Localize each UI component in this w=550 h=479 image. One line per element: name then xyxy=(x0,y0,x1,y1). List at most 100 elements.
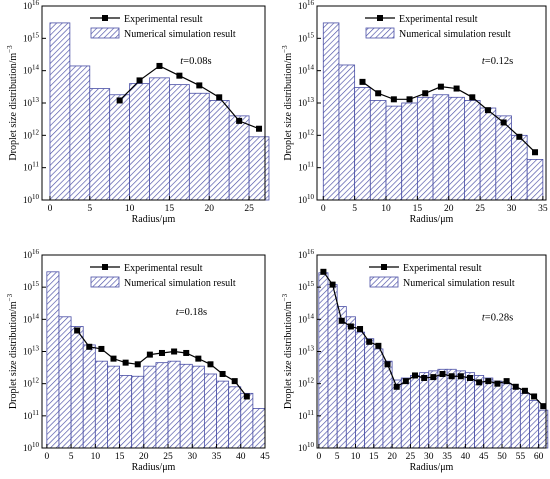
x-axis-label: Radius/μm xyxy=(132,462,176,473)
x-tick-label: 60 xyxy=(534,452,544,462)
bar xyxy=(492,380,503,449)
exponent: 11 xyxy=(307,409,314,417)
data-point xyxy=(183,349,190,356)
legend-label-simulation: Numerical simulation result xyxy=(124,29,236,40)
legend: Experimental result Numerical simulation … xyxy=(90,14,236,40)
data-point xyxy=(476,379,483,386)
y-tick-label: 1013 xyxy=(298,345,315,357)
legend-label-experimental: Experimental result xyxy=(124,14,203,25)
data-point xyxy=(216,94,223,101)
data-point xyxy=(457,373,464,380)
x-tick-label: 50 xyxy=(497,452,507,462)
y-tick-label: 1012 xyxy=(298,128,315,140)
data-point xyxy=(74,327,81,334)
exponent: 10 xyxy=(307,441,315,449)
data-point xyxy=(466,375,473,382)
bar xyxy=(129,83,150,201)
x-axis-label: Radius/μm xyxy=(132,214,176,225)
exponent: 14 xyxy=(307,64,315,72)
exponent: 13 xyxy=(307,96,315,104)
x-tick-label: 45 xyxy=(260,452,270,462)
bar xyxy=(432,94,450,201)
bar xyxy=(119,375,133,449)
y-tick-label: 1012 xyxy=(23,377,40,389)
data-point xyxy=(176,72,183,79)
x-tick-label: 30 xyxy=(188,452,198,462)
exponent: 12 xyxy=(307,128,315,136)
exponent: 10 xyxy=(32,441,40,449)
time-symbol: t xyxy=(482,313,486,324)
x-tick-label: 20 xyxy=(444,204,454,214)
data-point xyxy=(219,370,226,377)
bar xyxy=(252,408,266,449)
data-point xyxy=(516,133,523,140)
bar xyxy=(382,360,393,449)
x-tick-label: 0 xyxy=(44,452,49,462)
x-tick-label: 25 xyxy=(406,452,416,462)
x-tick-label: 15 xyxy=(165,204,175,214)
bar xyxy=(208,100,230,201)
exponent: 11 xyxy=(32,161,39,169)
exponent: 13 xyxy=(32,345,40,353)
bar xyxy=(464,372,475,449)
data-point xyxy=(86,343,93,350)
x-tick-label: 35 xyxy=(212,452,222,462)
bar xyxy=(401,102,418,201)
bar xyxy=(131,375,145,449)
data-point xyxy=(359,78,366,85)
bar xyxy=(46,271,60,449)
data-point xyxy=(171,348,178,355)
bar xyxy=(228,115,250,201)
bar xyxy=(155,362,169,449)
x-tick-label: 0 xyxy=(316,452,321,462)
y-tick-label: 1011 xyxy=(298,161,314,173)
bar xyxy=(167,360,181,449)
exponent: −3 xyxy=(281,45,289,53)
bar xyxy=(355,331,366,449)
y-tick-label: 1016 xyxy=(23,248,40,260)
bar xyxy=(364,338,375,449)
exponent: −3 xyxy=(6,45,14,53)
exponent: 12 xyxy=(32,128,40,136)
y-tick-label: 1015 xyxy=(23,31,40,43)
x-tick-label: 15 xyxy=(369,452,379,462)
data-point xyxy=(393,383,400,390)
x-tick-label: 25 xyxy=(244,204,254,214)
bar xyxy=(248,136,270,201)
legend-bar-swatch xyxy=(90,276,120,288)
y-tick-label: 1011 xyxy=(23,161,39,173)
y-tick-label: 1013 xyxy=(23,96,40,108)
bar xyxy=(228,386,242,449)
y-tick-label: 1016 xyxy=(298,248,315,260)
data-point xyxy=(494,380,501,387)
y-tick-label: 1011 xyxy=(298,409,314,421)
data-point xyxy=(402,378,409,385)
x-tick-label: 5 xyxy=(87,204,92,214)
legend-marker xyxy=(102,264,108,270)
data-point xyxy=(512,383,519,390)
exponent: 16 xyxy=(307,0,315,7)
exponent: 13 xyxy=(32,96,40,104)
data-point xyxy=(437,83,444,90)
bar xyxy=(400,377,411,449)
time-symbol: t xyxy=(482,56,486,67)
x-tick-label: 45 xyxy=(479,452,489,462)
legend: Experimental result Numerical simulation … xyxy=(365,14,511,40)
data-point xyxy=(500,119,507,126)
x-tick-label: 0 xyxy=(48,204,53,214)
exponent: 11 xyxy=(307,161,314,169)
bar xyxy=(446,368,457,449)
bar xyxy=(322,22,340,201)
y-tick-label: 1014 xyxy=(23,312,40,324)
time-annotation: t=0.08s xyxy=(180,56,211,67)
data-point xyxy=(156,62,163,69)
data-point xyxy=(357,326,364,333)
bar xyxy=(109,94,131,201)
legend-bar-swatch xyxy=(369,276,399,288)
x-tick-label: 20 xyxy=(139,452,149,462)
bar xyxy=(495,115,512,201)
data-point xyxy=(412,372,419,379)
bar xyxy=(419,372,430,449)
x-tick-label: 15 xyxy=(115,452,125,462)
